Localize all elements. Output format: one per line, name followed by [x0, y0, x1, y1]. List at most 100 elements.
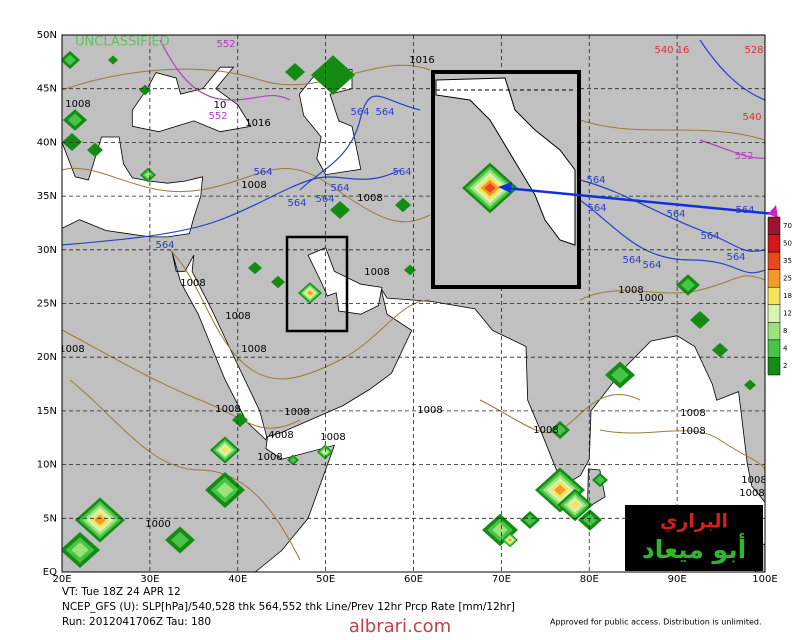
colorbar-swatch: [767, 339, 781, 358]
colorbar-swatch: [767, 357, 781, 376]
precip-area: [395, 197, 411, 213]
inset-sea: [435, 77, 576, 246]
contour-label: 564: [642, 260, 661, 271]
contour-label: 564: [726, 252, 745, 263]
contour-label: 1008: [741, 475, 766, 486]
contour-label: 1008: [357, 193, 382, 204]
colorbar-label: 35: [783, 257, 792, 265]
precip-area: [271, 275, 285, 289]
arrow: [504, 186, 776, 216]
precip-area: [285, 63, 305, 81]
colorbar-label: 50: [783, 239, 792, 247]
precip-area: [404, 264, 416, 276]
lon-label: 100E: [752, 574, 777, 585]
precip-area: [690, 311, 710, 329]
precip-area: [67, 113, 83, 127]
colorbar-swatch: [767, 234, 781, 253]
colorbar-label: 2: [783, 362, 787, 370]
contour-label: 564: [586, 175, 605, 186]
contour-label: 1000: [145, 519, 170, 530]
contour-label: 564: [155, 240, 174, 251]
colorbar-swatch: [767, 251, 781, 270]
precip-area: [330, 201, 350, 219]
lat-label: 40N: [37, 137, 57, 148]
logo-line2: أبو ميعاد: [642, 533, 746, 565]
contour-label: 564: [392, 167, 411, 178]
colorbar-label: 12: [783, 310, 792, 318]
lon-label: 80E: [580, 574, 599, 585]
precip-area: [248, 261, 262, 275]
contour-label: 1008: [180, 278, 205, 289]
plot-area: UNCLASSIFIED1016100810161010081008100810…: [62, 35, 766, 572]
lat-label: 45N: [37, 84, 57, 95]
colorbar-swatch: [767, 322, 781, 341]
contour-label: 1008: [241, 180, 266, 191]
precip-area: [492, 523, 508, 537]
precip-area: [554, 484, 566, 496]
precip-area: [87, 142, 103, 158]
lat-label: 5N: [43, 513, 57, 524]
arrow-tail: [768, 205, 778, 218]
contour-label: 1008: [284, 407, 309, 418]
colorbar-label: 18: [783, 292, 792, 300]
contour-label: 1008: [364, 267, 389, 278]
lat-label: 50N: [37, 30, 57, 41]
precip-area: [570, 500, 580, 510]
contour-label: 16: [677, 45, 690, 56]
contour-label: 1000: [638, 293, 663, 304]
sea: [307, 247, 383, 315]
colorbar-swatch: [767, 216, 781, 235]
lon-label: 40E: [228, 574, 247, 585]
precip-area: [139, 84, 151, 96]
precip-area: [71, 542, 89, 558]
precip-area: [108, 55, 118, 65]
contours: [62, 39, 765, 561]
precip-area: [582, 513, 598, 527]
contour-label: 564: [666, 209, 685, 220]
lat-label: 20N: [37, 352, 57, 363]
lat-label: 25N: [37, 299, 57, 310]
lat-label: 30N: [37, 245, 57, 256]
contour-label: 1008: [320, 432, 345, 443]
precip-area: [289, 456, 297, 464]
contour-label: 564: [315, 194, 334, 205]
precip-area: [484, 182, 496, 194]
sea: [171, 250, 268, 441]
model-info: NCEP_GFS (U): SLP[hPa]/540,528 thk 564,5…: [62, 601, 515, 613]
lon-label: 90E: [668, 574, 687, 585]
precip-area: [712, 342, 728, 358]
contour-label: 540: [742, 112, 761, 123]
sea: [254, 288, 765, 572]
precip-area: [307, 290, 313, 296]
contour-label: 552: [208, 111, 227, 122]
arrow-head: [498, 182, 512, 193]
precip-area: [524, 514, 536, 526]
lon-label: 30E: [140, 574, 159, 585]
contour-label: 1008: [257, 452, 282, 463]
precip-area: [554, 424, 566, 436]
colorbar-label: 70: [783, 222, 792, 230]
contour-label: 1008: [533, 425, 558, 436]
contour-label: 564: [587, 203, 606, 214]
sea: [131, 66, 252, 133]
watermark: albrari.com: [349, 616, 451, 636]
lon-label: 50E: [316, 574, 335, 585]
contour-label: 564: [700, 231, 719, 242]
precip-area: [508, 538, 512, 542]
inset-frame: [431, 70, 581, 289]
contour-label: 540: [654, 45, 673, 56]
colorbar-label: 8: [783, 327, 787, 335]
contour-label: 1008: [618, 285, 643, 296]
colorbar-swatch: [767, 304, 781, 323]
precip-area: [216, 482, 234, 498]
colorbar-label: 4: [783, 345, 788, 353]
contour-label: 1008: [680, 426, 705, 437]
lat-label: 35N: [37, 191, 57, 202]
lat-label: 15N: [37, 406, 57, 417]
precip-area: [171, 531, 189, 549]
sea: [298, 68, 362, 176]
precip-area: [232, 412, 248, 428]
lon-label: 70E: [492, 574, 511, 585]
contour-label: 1008: [739, 488, 764, 499]
